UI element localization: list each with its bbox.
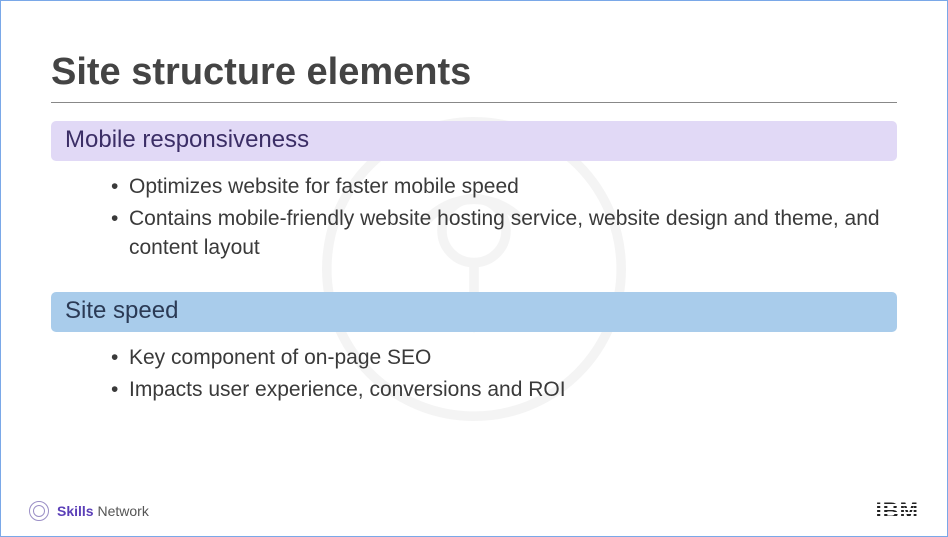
slide-footer: Skills Network IBM (1, 498, 947, 524)
bullet-list-mobile: Optimizes website for faster mobile spee… (51, 173, 897, 262)
bullet-list-speed: Key component of on-page SEO Impacts use… (51, 344, 897, 405)
brand-bold: Skills (57, 503, 94, 519)
skills-badge-icon (29, 501, 49, 521)
ibm-logo: IBM (876, 498, 919, 524)
skills-network-brand: Skills Network (29, 501, 149, 521)
title-underline (51, 102, 897, 103)
list-item: Key component of on-page SEO (111, 344, 897, 372)
brand-text: Skills Network (57, 503, 149, 519)
list-item: Optimizes website for faster mobile spee… (111, 173, 897, 201)
slide-content: Site structure elements Mobile responsiv… (1, 1, 947, 405)
list-item: Impacts user experience, conversions and… (111, 376, 897, 404)
list-item: Contains mobile-friendly website hosting… (111, 205, 897, 262)
section-header-mobile: Mobile responsiveness (51, 121, 897, 161)
slide-title: Site structure elements (51, 51, 897, 94)
section-header-speed: Site speed (51, 292, 897, 332)
brand-rest: Network (94, 503, 149, 519)
